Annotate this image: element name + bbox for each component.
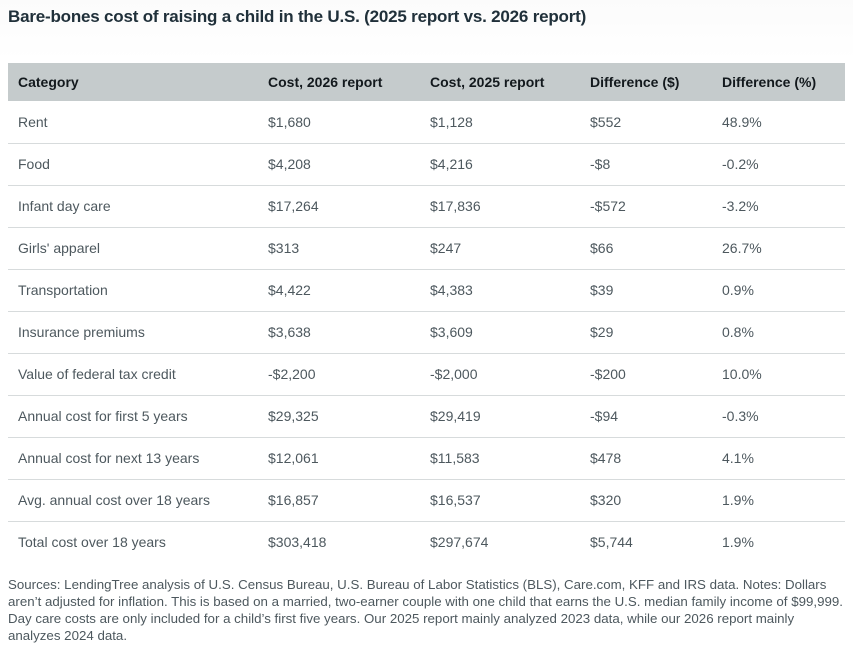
column-header-difference-percent: Difference (%) xyxy=(712,63,845,101)
cost-2026-cell: $12,061 xyxy=(268,450,319,466)
cost-2026-cell: $16,857 xyxy=(268,492,319,508)
table-row: Girls' apparel $313 $247 $66 26.7% xyxy=(8,227,845,269)
cost-2026-cell: $3,638 xyxy=(268,324,311,340)
cost-2025-cell: $247 xyxy=(430,240,462,256)
column-header-cost-2026: Cost, 2026 report xyxy=(258,63,420,101)
cost-comparison-table: Category Cost, 2026 report Cost, 2025 re… xyxy=(8,63,845,563)
difference-dollars-cell: $39 xyxy=(590,282,614,298)
cost-2025-cell: $297,674 xyxy=(430,534,489,551)
cost-2026-cell: $1,680 xyxy=(268,113,311,130)
table-row: Food $4,208 $4,216 -$8 -0.2% xyxy=(8,143,845,185)
table-row: Insurance premiums $3,638 $3,609 $29 0.8… xyxy=(8,311,845,353)
difference-percent-cell: 1.9% xyxy=(722,534,754,551)
difference-percent-cell: 4.1% xyxy=(722,450,754,466)
category-cell: Insurance premiums xyxy=(18,324,145,340)
cost-2025-cell: $4,216 xyxy=(430,156,473,172)
difference-dollars-cell: -$572 xyxy=(590,198,626,214)
column-header-difference-dollars: Difference ($) xyxy=(580,63,712,101)
difference-dollars-cell: $478 xyxy=(590,450,622,466)
cost-2025-cell: $3,609 xyxy=(430,324,473,340)
cost-2026-cell: $313 xyxy=(268,240,300,256)
cost-2026-cell: $4,208 xyxy=(268,156,311,172)
difference-percent-cell: 0.8% xyxy=(722,324,754,340)
table-row: Annual cost for first 5 years $29,325 $2… xyxy=(8,395,845,437)
difference-percent-cell: -3.2% xyxy=(722,198,759,214)
cost-2025-cell: $29,419 xyxy=(430,408,481,424)
cost-2026-cell: $17,264 xyxy=(268,198,319,214)
cost-2025-cell: $17,836 xyxy=(430,198,481,214)
category-cell: Total cost over 18 years xyxy=(18,534,166,551)
table-row: Total cost over 18 years $303,418 $297,6… xyxy=(8,521,845,563)
difference-dollars-cell: $66 xyxy=(590,240,614,256)
header-row: Category Cost, 2026 report Cost, 2025 re… xyxy=(8,63,845,101)
table-row: Transportation $4,422 $4,383 $39 0.9% xyxy=(8,269,845,311)
category-cell: Food xyxy=(18,156,50,172)
category-cell: Annual cost for first 5 years xyxy=(18,408,188,424)
difference-dollars-cell: $29 xyxy=(590,324,614,340)
table-row: Avg. annual cost over 18 years $16,857 $… xyxy=(8,479,845,521)
column-header-category: Category xyxy=(8,63,258,101)
category-cell: Infant day care xyxy=(18,198,111,214)
cost-2026-cell: $4,422 xyxy=(268,282,311,298)
category-cell: Value of federal tax credit xyxy=(18,366,176,382)
difference-dollars-cell: $320 xyxy=(590,492,622,508)
cost-2025-cell: -$2,000 xyxy=(430,366,478,382)
category-cell: Rent xyxy=(18,113,48,130)
sources-footnote: Sources: LendingTree analysis of U.S. Ce… xyxy=(8,577,843,643)
difference-percent-cell: 10.0% xyxy=(722,366,762,382)
difference-percent-cell: -0.2% xyxy=(722,156,759,172)
category-cell: Annual cost for next 13 years xyxy=(18,450,200,466)
difference-dollars-cell: -$8 xyxy=(590,156,611,172)
difference-percent-cell: -0.3% xyxy=(722,408,759,424)
table-row: Rent $1,680 $1,128 $552 48.9% xyxy=(8,101,845,143)
cost-2025-cell: $16,537 xyxy=(430,492,481,508)
cost-2025-cell: $1,128 xyxy=(430,113,473,130)
difference-dollars-cell: -$94 xyxy=(590,408,619,424)
cost-2026-cell: $303,418 xyxy=(268,534,327,551)
difference-percent-cell: 1.9% xyxy=(722,492,754,508)
category-cell: Avg. annual cost over 18 years xyxy=(18,492,210,508)
cost-2025-cell: $4,383 xyxy=(430,282,473,298)
difference-percent-cell: 0.9% xyxy=(722,282,754,298)
table-row: Annual cost for next 13 years $12,061 $1… xyxy=(8,437,845,479)
difference-percent-cell: 48.9% xyxy=(722,113,762,130)
difference-dollars-cell: $5,744 xyxy=(590,534,633,551)
column-header-cost-2025: Cost, 2025 report xyxy=(420,63,580,101)
cost-2025-cell: $11,583 xyxy=(430,450,480,466)
difference-percent-cell: 26.7% xyxy=(722,240,762,256)
table-row: Infant day care $17,264 $17,836 -$572 -3… xyxy=(8,185,845,227)
cost-2026-cell: $29,325 xyxy=(268,408,319,424)
table-row: Value of federal tax credit -$2,200 -$2,… xyxy=(8,353,845,395)
difference-dollars-cell: $552 xyxy=(590,113,622,130)
category-cell: Transportation xyxy=(18,282,108,298)
difference-dollars-cell: -$200 xyxy=(590,366,626,382)
category-cell: Girls' apparel xyxy=(18,240,101,256)
cost-2026-cell: -$2,200 xyxy=(268,366,316,382)
page-title: Bare-bones cost of raising a child in th… xyxy=(8,7,587,26)
